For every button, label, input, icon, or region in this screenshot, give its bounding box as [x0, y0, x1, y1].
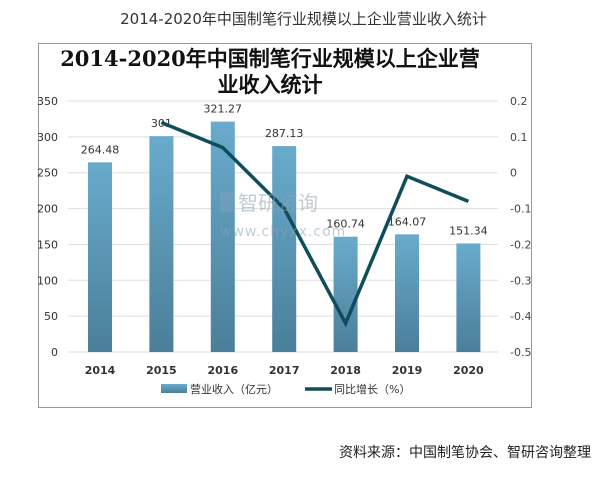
x-tick-label: 2015 — [146, 364, 177, 377]
right-tick-label: -0.5 — [510, 346, 531, 359]
chart-frame — [38, 43, 532, 408]
left-tick-label: 350 — [37, 95, 58, 108]
left-tick-label: 200 — [37, 203, 58, 216]
right-tick-label: -0.1 — [510, 203, 531, 216]
x-tick-label: 2020 — [453, 364, 484, 377]
bar-2018 — [333, 236, 358, 352]
watermark-text: 智研咨询 — [238, 191, 318, 215]
left-tick-label: 100 — [37, 274, 58, 287]
bar-2019 — [395, 234, 419, 352]
x-tick-label: 2016 — [207, 364, 238, 377]
right-tick-label: 0 — [510, 167, 517, 180]
bar-2016 — [210, 121, 235, 352]
page-title: 2014-2020年中国制笔行业规模以上企业营业收入统计 — [120, 10, 487, 28]
data-label: 264.48 — [81, 143, 120, 156]
chart-title: 2014-2020年中国制笔行业规模以上企业营业收入统计 — [60, 46, 480, 97]
right-tick-label: 0.2 — [510, 95, 528, 108]
data-label: 321.27 — [204, 103, 243, 116]
source-note: 资料来源：中国制笔协会、智研咨询整理 — [339, 445, 591, 461]
x-tick-label: 2017 — [269, 364, 300, 377]
watermark-url: www.chyxx.com — [220, 224, 346, 240]
left-tick-label: 150 — [37, 238, 58, 251]
x-tick-label: 2018 — [330, 364, 361, 377]
x-tick-label: 2014 — [85, 364, 116, 377]
legend-bar-label: 营业收入（亿元） — [190, 382, 278, 396]
right-tick-label: -0.3 — [510, 274, 531, 287]
left-tick-label: 0 — [51, 346, 58, 359]
bar-2020 — [456, 243, 481, 352]
right-tick-label: 0.1 — [510, 131, 528, 144]
legend-line-label: 同比增长（%） — [334, 382, 410, 396]
x-tick-label: 2019 — [392, 364, 423, 377]
data-label: 151.34 — [449, 224, 488, 237]
data-label: 160.74 — [326, 218, 365, 231]
right-tick-label: -0.4 — [510, 310, 531, 323]
bar-2017 — [272, 146, 297, 352]
data-label: 287.13 — [265, 127, 304, 140]
growth-line — [160, 120, 470, 328]
bar-2015 — [149, 136, 174, 352]
left-tick-label: 50 — [44, 310, 58, 323]
left-tick-label: 300 — [37, 131, 58, 144]
legend-bar-swatch — [161, 384, 187, 393]
left-tick-label: 250 — [37, 167, 58, 180]
data-label: 164.07 — [388, 215, 427, 228]
watermark-logo-icon — [220, 192, 234, 212]
right-tick-label: -0.2 — [510, 238, 531, 251]
bar-2014 — [88, 162, 112, 352]
